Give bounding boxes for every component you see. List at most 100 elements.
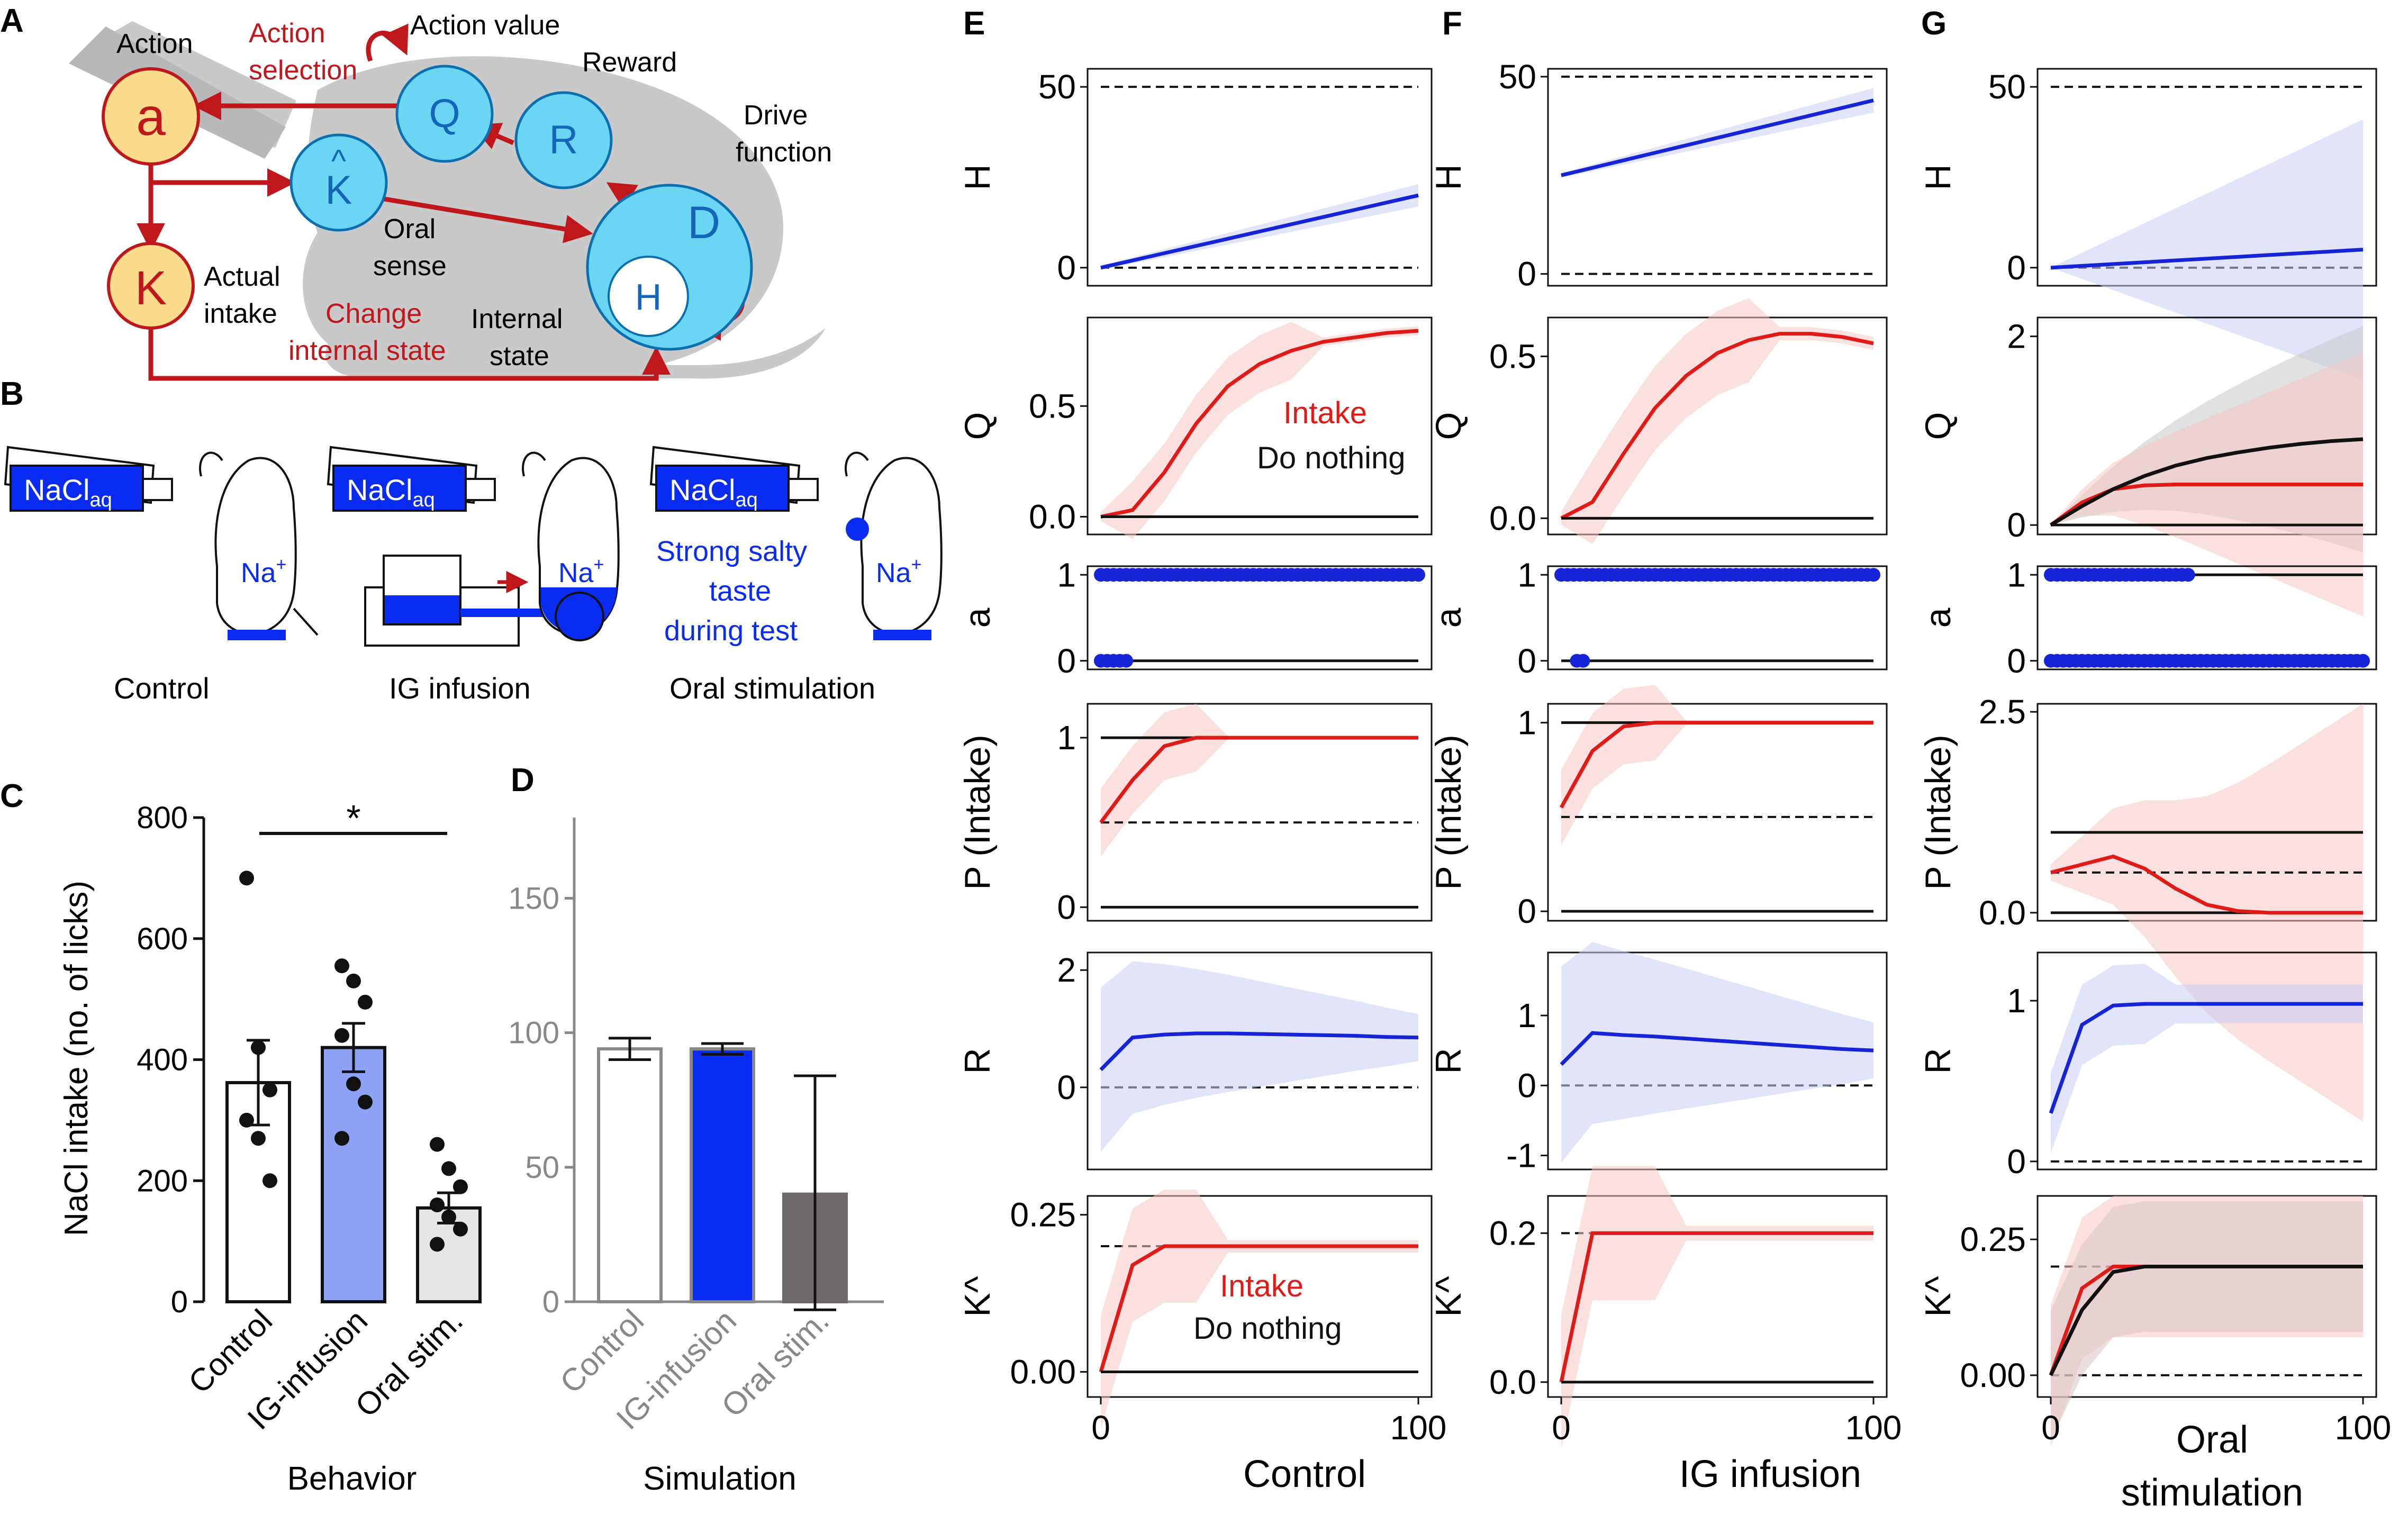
plot-E-P: 0 1 P (Intake) [957,703,1433,926]
f-xlabel: IG infusion [1679,1453,1861,1495]
oral-label: Oral stimulation [669,672,875,705]
xtick-label: 0 [2041,1409,2060,1447]
ylabel: Q [1918,412,1958,440]
action-point [2181,568,2195,582]
node-h-label: H [635,276,662,317]
ylabel: a [1918,607,1958,628]
c-ytick-label: 600 [137,922,188,956]
d-yticks: 0 50 100 150 [508,882,574,1319]
label-action: Action [116,29,193,59]
nacl-label: NaClaq [669,473,758,511]
mouse-ear [845,451,869,477]
condition-oral: NaClaq Strong salty taste during test Na… [649,446,943,705]
panel-letter-g: G [1921,5,1947,42]
label-actual-1: Actual [204,261,280,292]
ytick-label: 0.0 [1489,1363,1536,1401]
mouse-ear [199,451,223,477]
c-point [239,870,254,886]
g-xlabel-1: Oral [2176,1419,2248,1461]
node-a-label: a [136,87,166,147]
band [2051,119,2363,380]
node-khat-hat: ^ [331,143,346,179]
ylabel: Q [957,412,998,440]
ytick-label: 1 [2007,982,2026,1020]
plot-frame [1087,68,1433,287]
e-xlabel: Control [1243,1453,1366,1495]
d-bar-0 [597,1047,663,1303]
c-point [430,1198,445,1212]
series-line [1559,1231,1873,1383]
plot-G-a: 0 1 a [1918,556,2377,680]
ytick-label: 0 [1057,642,1076,680]
label-change-2: internal state [288,335,446,366]
label-internal-2: state [490,341,549,371]
ytick-label: 0.25 [1010,1196,1076,1234]
xtick-label: 100 [1390,1409,1447,1447]
mouse-tail [293,607,319,636]
ylabel: P (Intake) [1918,734,1958,890]
ytick-label: 0 [2007,506,2026,544]
c-significance: * [346,797,360,839]
na-label: Na+ [241,555,286,588]
label-internal-1: Internal [471,304,563,334]
bottle-fill [655,465,790,512]
panel-b: B NaClaq Na+ Control NaClaq [0,376,943,705]
ytick-label: 1 [2007,556,2026,594]
ytick-label: 0 [1057,1068,1076,1106]
series-line [1100,329,1419,519]
ytick-label: 1 [1517,704,1536,742]
legend-intake: Intake [1220,1269,1303,1303]
control-label: Control [114,672,210,705]
series-line [1099,1244,1418,1373]
plot-frame [1087,703,1433,922]
c-ylabel: NaCl intake (no. of licks) [58,881,95,1236]
node-a-circle [102,67,200,166]
ytick-label: 1 [1517,996,1536,1035]
plot-G-Q: 0 2 Q [1918,316,2377,617]
action-point [2356,654,2370,668]
node-khat-label: K [325,168,352,213]
series-line [1559,721,1873,809]
plot-F-H: 0 50 H [1428,58,1888,293]
c-point [262,1082,277,1097]
c-ytick-label: 200 [137,1164,188,1198]
plot-frame [1547,1195,1888,1398]
c-point [334,958,349,974]
c-point [358,1094,373,1110]
pump-fluid [385,595,459,623]
series-line [2049,1002,2363,1114]
ylabel: Q [1428,412,1469,440]
node-d-label: D [687,197,720,248]
plot-frame [1547,565,1888,670]
mouse-stomach [555,592,604,641]
band [2051,964,2363,1154]
plot-frame [1547,951,1888,1171]
action-point [1867,568,1880,582]
label-actual-2: intake [204,298,277,329]
c-point [239,1112,254,1128]
c-point [453,1179,468,1194]
series-line [2050,437,2364,527]
mouse-body-outline [214,457,297,635]
ytick-label: 0.0 [1979,894,2026,932]
node-r-circle [514,91,613,189]
label-oral-2: sense [373,251,447,282]
ytick-label: 0.00 [1960,1356,2026,1394]
plot-E-H: 0 50 H [957,68,1433,287]
c-point [453,1221,468,1237]
ytick-label: 0.2 [1489,1214,1536,1252]
d-bar-1 [690,1047,755,1303]
c-point [441,1161,456,1176]
bottle-spout [142,478,173,501]
ylabel: K^ [1428,1276,1469,1317]
ylabel: H [1918,164,1958,190]
node-k-circle [107,242,195,330]
c-point [430,1237,445,1252]
ytick-label: 0.5 [1029,387,1076,425]
label-oral-1: Oral [384,214,436,244]
ytick-label: 0 [2007,1142,2026,1181]
ylabel: R [1918,1048,1958,1074]
plot-E-a: 0 1 a [957,556,1433,680]
c-point [262,1173,277,1189]
